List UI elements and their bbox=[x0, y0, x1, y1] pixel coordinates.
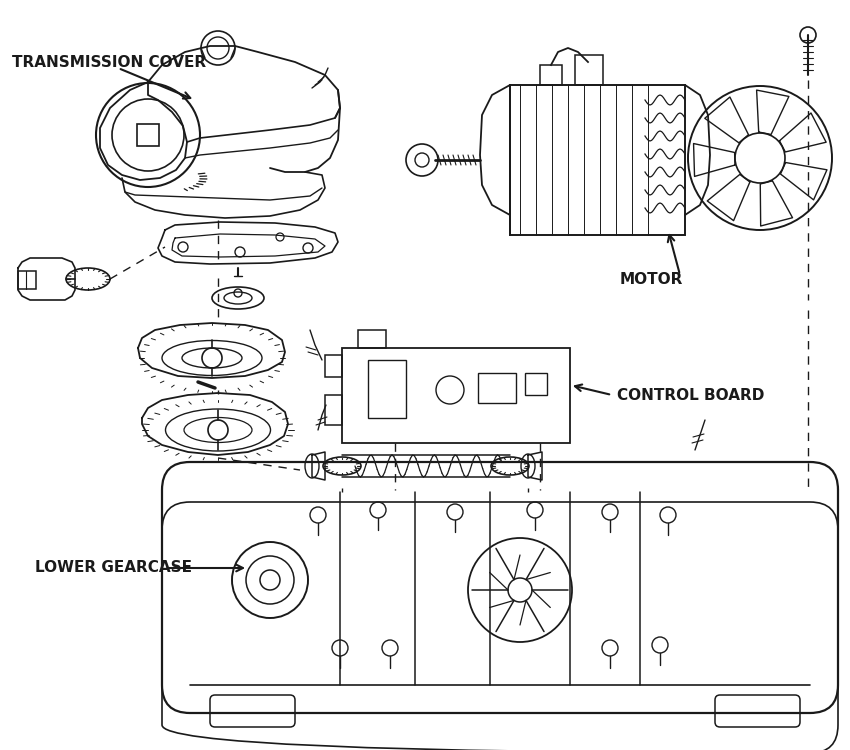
Bar bbox=[325, 395, 342, 425]
Bar bbox=[368, 360, 406, 418]
Text: TRANSMISSION COVER: TRANSMISSION COVER bbox=[12, 55, 206, 70]
Bar bbox=[342, 348, 570, 443]
Bar bbox=[325, 355, 342, 377]
Bar bbox=[510, 85, 685, 235]
Bar bbox=[478, 373, 516, 403]
Text: LOWER GEARCASE: LOWER GEARCASE bbox=[35, 560, 192, 575]
Text: CONTROL BOARD: CONTROL BOARD bbox=[617, 388, 764, 403]
Bar bbox=[18, 271, 36, 289]
Bar bbox=[358, 330, 386, 348]
Bar bbox=[575, 55, 603, 85]
Text: MOTOR: MOTOR bbox=[620, 272, 683, 287]
Bar bbox=[540, 65, 562, 85]
Bar bbox=[137, 124, 159, 146]
Bar bbox=[525, 373, 547, 395]
